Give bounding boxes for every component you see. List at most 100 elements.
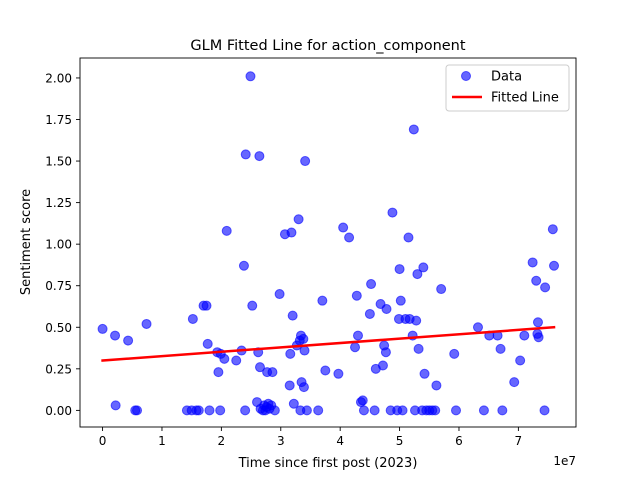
data-point — [412, 269, 423, 280]
y-tick-label: 2.00 — [45, 71, 72, 85]
data-point — [97, 323, 108, 334]
data-point — [431, 380, 442, 391]
data-point — [320, 365, 331, 376]
data-point — [238, 260, 249, 271]
y-tick-label: 0.25 — [45, 362, 72, 376]
y-axis-label: Sentiment score — [19, 189, 34, 295]
legend-fitted-label: Fitted Line — [491, 91, 559, 106]
y-tick-label: 0.50 — [45, 321, 72, 335]
data-point — [202, 338, 213, 349]
data-point — [533, 332, 544, 343]
data-point — [351, 290, 362, 301]
data-point — [547, 224, 558, 235]
chart-title: GLM Fitted Line for action_component — [190, 38, 465, 54]
data-point — [187, 313, 198, 324]
data-point — [204, 405, 215, 416]
data-point — [231, 355, 242, 366]
data-point — [313, 405, 324, 416]
fitted-line-layer — [101, 325, 556, 362]
x-tick-label: 7 — [515, 434, 523, 448]
data-point — [397, 405, 408, 416]
data-point — [539, 405, 550, 416]
legend-data-marker — [461, 71, 471, 81]
data-point — [221, 225, 232, 236]
data-point — [317, 295, 328, 306]
data-point — [418, 262, 429, 273]
data-point — [267, 367, 278, 378]
data-point — [380, 347, 391, 358]
data-point — [293, 214, 304, 225]
data-point — [549, 260, 560, 271]
data-point — [338, 222, 349, 233]
data-point — [369, 405, 380, 416]
x-tick-label: 0 — [99, 434, 107, 448]
data-point — [215, 405, 226, 416]
data-point — [403, 232, 414, 243]
data-point — [298, 382, 309, 393]
data-point — [284, 380, 295, 391]
y-tick-label: 0.75 — [45, 279, 72, 293]
data-point — [141, 318, 152, 329]
data-point — [301, 405, 312, 416]
data-point — [381, 303, 392, 314]
data-point — [472, 322, 483, 333]
data-point — [193, 405, 204, 416]
data-point — [358, 405, 369, 416]
y-axis-ticks: 0.00 0.25 0.50 0.75 1.00 1.25 1.50 1.75 2.00 — [45, 71, 80, 418]
y-tick-label: 1.25 — [45, 196, 72, 210]
legend-data-label: Data — [491, 70, 522, 85]
data-point — [497, 405, 508, 416]
data-point — [201, 300, 212, 311]
data-point — [269, 405, 280, 416]
data-point — [254, 151, 265, 162]
data-point — [364, 308, 375, 319]
x-tick-label: 5 — [396, 434, 404, 448]
y-tick-label: 0.00 — [45, 404, 72, 418]
x-axis-label: Time since first post (2023) — [238, 456, 418, 471]
data-point — [288, 398, 299, 409]
plot-frame — [79, 57, 577, 428]
data-point — [350, 342, 361, 353]
data-point — [430, 405, 441, 416]
x-tick-label: 6 — [455, 434, 463, 448]
data-point — [449, 348, 460, 359]
data-point — [240, 149, 251, 160]
data-point — [478, 405, 489, 416]
y-tick-label: 1.75 — [45, 113, 72, 127]
data-point — [413, 343, 424, 354]
x-axis-ticks: 0 1 2 3 4 5 6 7 — [99, 427, 522, 448]
data-point — [213, 367, 224, 378]
data-point — [509, 377, 520, 388]
data-point — [300, 156, 311, 167]
data-point — [123, 335, 134, 346]
data-points-layer — [97, 71, 560, 416]
data-point — [353, 330, 363, 341]
data-point — [287, 310, 298, 321]
data-point — [411, 315, 422, 326]
data-point — [286, 227, 297, 238]
data-point — [247, 300, 258, 311]
plot-area-background — [80, 58, 576, 427]
data-point — [394, 264, 405, 275]
data-point — [540, 282, 551, 293]
data-point — [366, 279, 377, 290]
data-point — [110, 330, 121, 341]
data-point — [387, 207, 398, 218]
y-tick-label: 1.50 — [45, 155, 72, 169]
data-point — [527, 257, 538, 268]
x-tick-label: 1 — [158, 434, 166, 448]
data-point — [285, 348, 296, 359]
x-tick-label: 3 — [277, 434, 285, 448]
x-tick-label: 4 — [336, 434, 344, 448]
data-point — [132, 405, 143, 416]
data-point — [408, 124, 419, 135]
data-point — [377, 360, 388, 371]
legend: Data Fitted Line — [445, 64, 570, 112]
x-tick-label: 2 — [218, 434, 226, 448]
data-point — [495, 343, 506, 354]
data-point — [333, 368, 344, 379]
data-point — [357, 395, 368, 406]
data-point — [532, 317, 543, 328]
data-point — [110, 400, 121, 411]
